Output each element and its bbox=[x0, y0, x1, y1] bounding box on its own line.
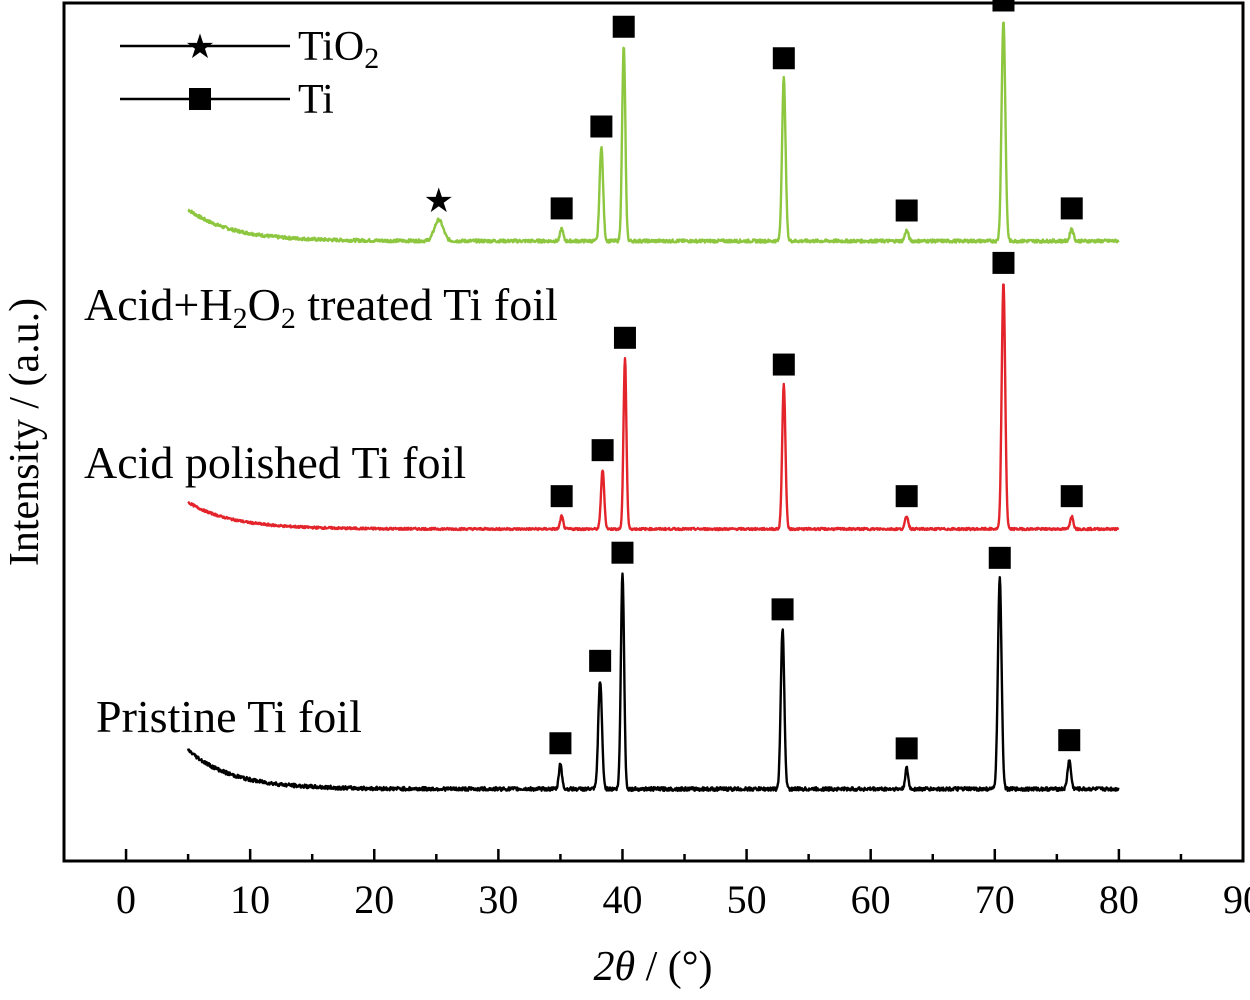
x-tick-label: 70 bbox=[975, 877, 1015, 922]
y-axis-title: Intensity / (a.u.) bbox=[2, 298, 48, 566]
series-label-pristine: Pristine Ti foil bbox=[96, 691, 362, 742]
tio2-marker: ★ bbox=[424, 181, 454, 221]
x-tick-label: 60 bbox=[851, 877, 891, 922]
traces bbox=[186, 21, 1120, 792]
ti-marker bbox=[1060, 485, 1083, 508]
trace-acid bbox=[187, 283, 1120, 532]
x-tick-label: 80 bbox=[1099, 877, 1139, 922]
x-tick-label: 30 bbox=[478, 877, 518, 922]
ti-marker bbox=[589, 649, 612, 672]
x-tick-label: 40 bbox=[602, 877, 642, 922]
ti-marker bbox=[550, 197, 573, 220]
ti-marker bbox=[772, 353, 795, 376]
legend-star-icon: ★ bbox=[185, 27, 215, 67]
trace-treated bbox=[187, 21, 1120, 244]
x-tick-label: 50 bbox=[727, 877, 767, 922]
ti-marker bbox=[590, 115, 613, 138]
ti-marker bbox=[612, 15, 635, 38]
plot-frame bbox=[62, 1, 1245, 863]
ti-marker bbox=[611, 541, 634, 564]
series-label-treated: Acid+H2O2 treated Ti foil bbox=[84, 279, 558, 335]
x-axis-title: 2θ / (°) bbox=[593, 944, 712, 990]
peak-markers: ★ bbox=[424, 0, 1083, 760]
ti-marker bbox=[992, 251, 1015, 274]
series-label-acid: Acid polished Ti foil bbox=[84, 437, 466, 488]
ti-marker bbox=[772, 47, 795, 70]
ti-marker bbox=[1058, 729, 1081, 752]
ti-marker bbox=[1060, 197, 1083, 220]
x-tick-label: 20 bbox=[354, 877, 394, 922]
x-axis-ticks: 0 10 20 30 40 50 60 70 80 90 bbox=[62, 849, 1250, 922]
ti-marker bbox=[992, 0, 1015, 12]
trace-pristine bbox=[186, 572, 1120, 792]
x-tick-label: 0 bbox=[116, 877, 136, 922]
ti-marker bbox=[895, 737, 918, 760]
x-tick-label: 10 bbox=[230, 877, 270, 922]
legend-label: TiO2 bbox=[298, 24, 379, 75]
legend-label: Ti bbox=[298, 77, 334, 123]
legend-square-icon bbox=[189, 88, 211, 110]
ti-marker bbox=[549, 732, 572, 755]
x-tick-label: 90 bbox=[1223, 877, 1250, 922]
ti-marker bbox=[591, 439, 614, 462]
ti-marker bbox=[550, 485, 573, 508]
ti-marker bbox=[771, 598, 794, 621]
ti-marker bbox=[895, 485, 918, 508]
ti-marker bbox=[613, 326, 636, 349]
ti-marker bbox=[988, 546, 1011, 569]
series-labels: Acid+H2O2 treated Ti foil Acid polished T… bbox=[84, 279, 558, 742]
ti-marker bbox=[895, 199, 918, 222]
